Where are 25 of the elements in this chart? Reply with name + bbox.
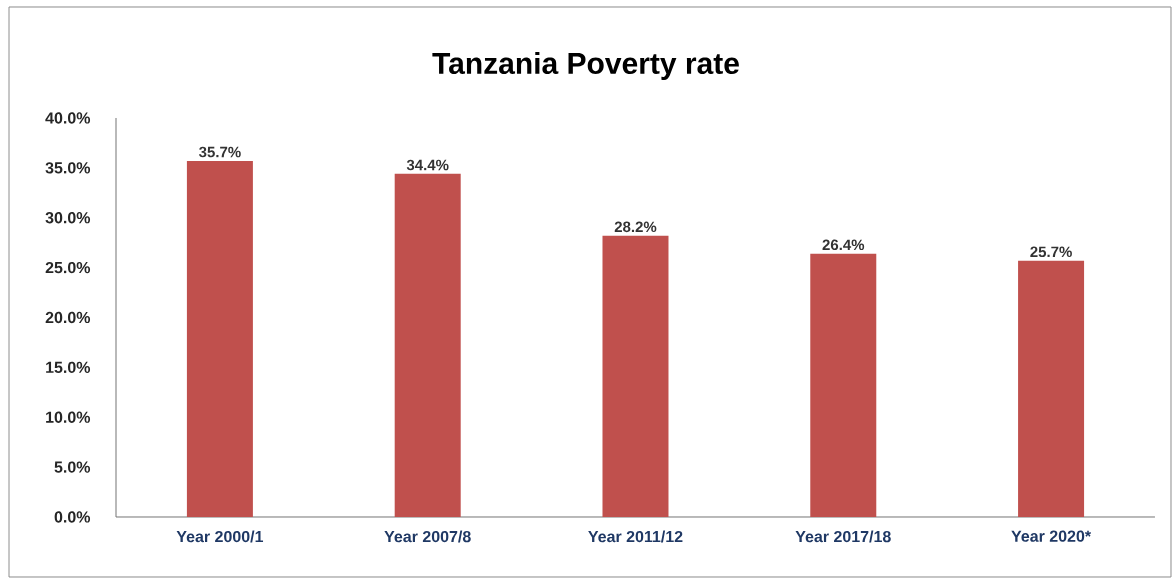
x-tick-label: Year 2007/8 bbox=[384, 530, 471, 543]
data-label: 35.7% bbox=[198, 146, 241, 158]
y-tick-label: 20.0% bbox=[45, 311, 91, 324]
data-label: 26.4% bbox=[822, 239, 865, 251]
y-tick-label: 35.0% bbox=[45, 162, 91, 174]
y-tick-label: 10.0% bbox=[46, 411, 91, 423]
x-tick-label: Year 2000/1 bbox=[176, 530, 264, 543]
y-tick-label: 0.0% bbox=[54, 511, 91, 523]
data-label: 34.4% bbox=[406, 159, 449, 171]
data-label: 28.2% bbox=[614, 221, 657, 233]
y-tick-label: 15.0% bbox=[46, 361, 91, 374]
bar bbox=[1018, 260, 1085, 517]
y-tick-label: 25.0% bbox=[45, 261, 91, 274]
bar bbox=[394, 173, 461, 517]
bar bbox=[602, 235, 669, 517]
y-tick-label: 40.0% bbox=[45, 112, 91, 124]
x-tick-label: Year 2011/12 bbox=[588, 530, 683, 543]
bar bbox=[186, 160, 253, 517]
x-tick-label: Year 2020* bbox=[1011, 530, 1092, 542]
bar bbox=[810, 253, 877, 517]
chart-title: Tanzania Poverty rate bbox=[432, 52, 739, 80]
data-label: 25.7% bbox=[1030, 246, 1072, 258]
x-tick-label: Year 2017/18 bbox=[795, 530, 891, 543]
y-tick-label: 5.0% bbox=[54, 461, 91, 473]
y-tick-label: 30.0% bbox=[45, 212, 91, 224]
